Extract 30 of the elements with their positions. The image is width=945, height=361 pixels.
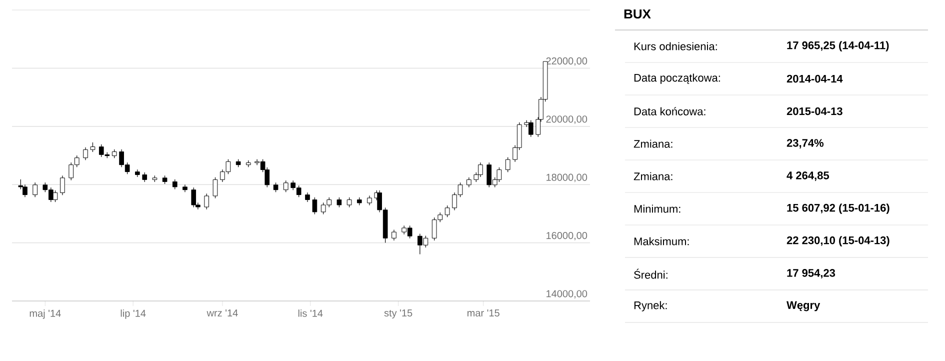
text: Data końcowa: xyxy=(634,107,706,116)
x-tick-label: lis '14 xyxy=(298,310,323,317)
y-tick-label: 14000,00 xyxy=(546,290,588,298)
text: Kurs odniesienia: xyxy=(634,42,717,50)
text: 17 965,25 (14-04-11) xyxy=(787,41,889,52)
text: 2015-04-13 xyxy=(786,107,842,116)
x-tick-label: mar '15 xyxy=(467,310,500,316)
text: 17 954,23 xyxy=(787,269,836,278)
y-tick-label: 18000,00 xyxy=(546,174,588,182)
text: 4 264,85 xyxy=(786,172,830,181)
text: Zmiana: xyxy=(634,172,672,180)
x-tick-label: maj '14 xyxy=(30,310,61,319)
text: Data początkowa: xyxy=(634,74,720,84)
y-tick-label: 16000,00 xyxy=(546,232,588,240)
text: Zmiana: xyxy=(634,140,672,148)
x-tick-label: lip '14 xyxy=(120,310,146,319)
text: Średni: xyxy=(634,268,668,279)
y-tick-label: 20000,00 xyxy=(546,116,588,124)
y-tick-label: 22000,00 xyxy=(546,57,588,66)
text: Rynek: xyxy=(634,301,667,312)
text: Minimum: xyxy=(634,204,680,213)
x-tick-label: wrz '14 xyxy=(206,310,238,316)
text: 23,74% xyxy=(786,139,824,148)
text: 2014-04-14 xyxy=(786,74,843,83)
text: 22 230,10 (15-04-13) xyxy=(786,236,890,246)
text: Węgry xyxy=(786,301,820,312)
text: BUX xyxy=(624,9,651,19)
text: Maksimum: xyxy=(634,237,689,246)
text: 15 607,92 (15-01-16) xyxy=(787,204,890,214)
x-tick-label: sty '15 xyxy=(384,310,412,318)
